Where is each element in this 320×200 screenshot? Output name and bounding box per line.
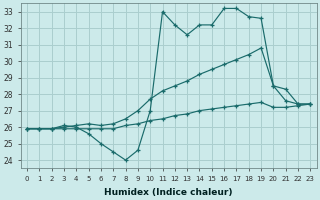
X-axis label: Humidex (Indice chaleur): Humidex (Indice chaleur) xyxy=(104,188,233,197)
